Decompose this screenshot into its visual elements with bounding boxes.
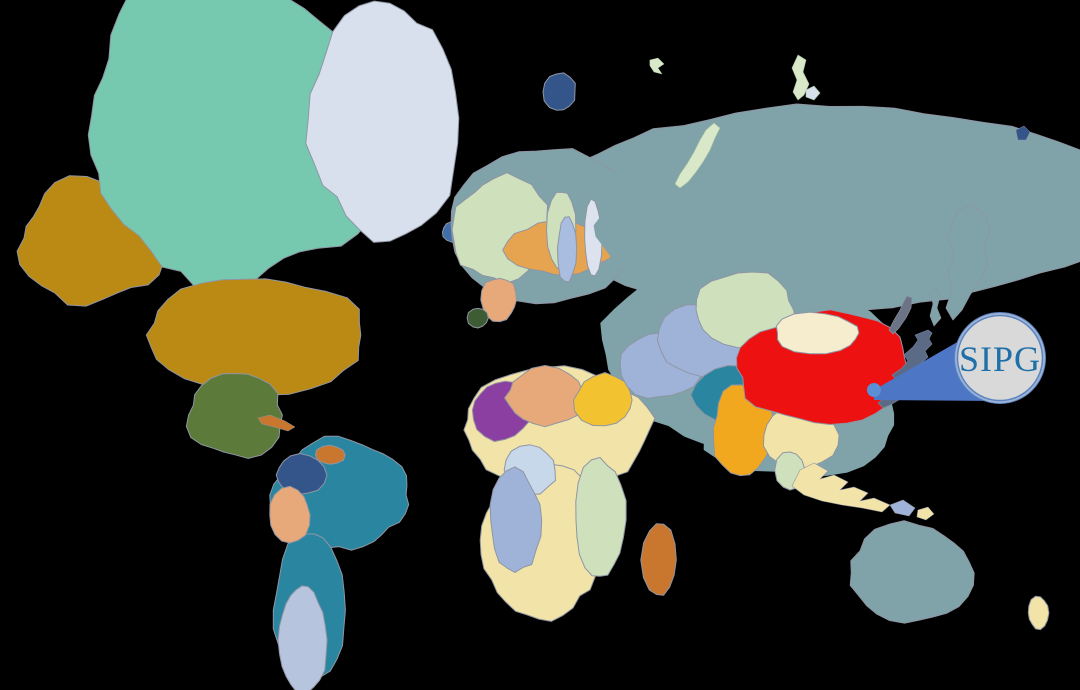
svg-text:SIPG: SIPG <box>959 339 1041 379</box>
